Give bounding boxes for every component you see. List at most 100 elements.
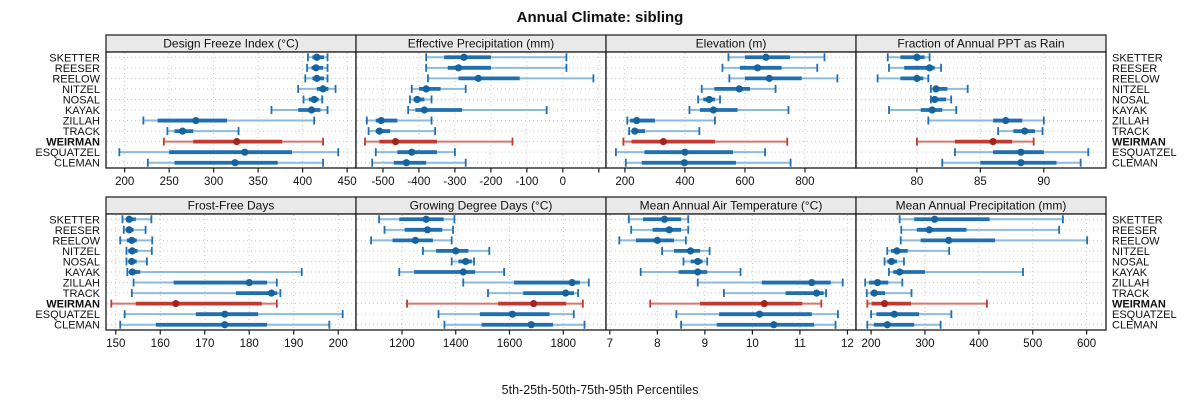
median-dot: [128, 257, 136, 266]
site-series-nitzel: [297, 84, 337, 93]
median-dot: [680, 159, 688, 167]
site-series-kayak: [688, 106, 790, 114]
median-dot: [267, 289, 276, 297]
x-tick-label: 400: [675, 176, 694, 188]
median-dot: [530, 300, 538, 308]
site-series-cleman: [680, 320, 837, 329]
site-series-weirman: [866, 299, 988, 308]
site-series-esquatzel: [123, 310, 344, 319]
median-dot: [1021, 127, 1029, 135]
median-dot: [1017, 159, 1025, 167]
x-tick-label: 150: [106, 338, 125, 350]
site-label-right: SKETTER: [1112, 52, 1163, 64]
x-tick-label: -300: [443, 176, 466, 188]
site-label-left: NOSAL: [63, 94, 100, 106]
median-dot: [245, 278, 253, 287]
site-label-left: NOSAL: [63, 256, 100, 268]
site-series-nitzel: [661, 246, 711, 255]
site-series-nitzel: [422, 246, 491, 255]
site-label-left: CLEMAN: [54, 158, 100, 170]
median-dot: [808, 278, 816, 287]
median-dot: [313, 74, 321, 82]
median-dot: [377, 116, 385, 125]
median-dot: [890, 310, 898, 318]
site-series-sketter: [727, 53, 826, 62]
x-tick-label: 11: [794, 338, 806, 350]
x-tick-label: 85: [974, 176, 987, 188]
median-dot: [423, 226, 432, 234]
x-tick-label: 9: [702, 338, 708, 350]
site-series-track: [722, 289, 827, 298]
site-series-track: [166, 127, 240, 136]
median-dot: [633, 116, 641, 125]
site-series-sketter: [307, 53, 329, 62]
site-series-nitzel: [410, 84, 467, 93]
site-series-reeser: [425, 63, 568, 72]
median-dot: [770, 321, 778, 329]
site-series-zillah: [132, 278, 278, 287]
median-dot: [812, 289, 821, 297]
site-series-cleman: [146, 158, 324, 167]
median-dot: [408, 148, 416, 156]
panel-mean-annual-precipitation-mm: Mean Annual Precipitation (mm) 200 300 400 5…: [855, 196, 1107, 350]
x-tick-label: 0: [560, 176, 566, 188]
site-series-esquatzel: [675, 310, 839, 319]
site-series-reelow: [370, 236, 453, 245]
median-dot: [887, 257, 896, 266]
median-dot: [659, 138, 667, 146]
site-label-right: REELOW: [1112, 73, 1160, 85]
site-series-reeser: [122, 225, 147, 234]
site-label-right: NOSAL: [1112, 256, 1149, 268]
site-label-right: REELOW: [1112, 235, 1160, 247]
median-dot: [319, 85, 327, 93]
median-dot: [873, 278, 882, 287]
site-series-kayak: [126, 268, 303, 276]
site-label-right: KAYAK: [1112, 105, 1148, 117]
site-series-nitzel: [700, 84, 777, 93]
x-tick-label: 8: [654, 338, 660, 350]
median-dot: [527, 321, 535, 329]
x-tick-label: 400: [969, 338, 988, 350]
x-tick-label: 500: [1023, 338, 1042, 350]
median-dot: [568, 278, 576, 287]
median-dot: [753, 64, 762, 72]
median-dot: [926, 64, 934, 72]
page-title: Annual Climate: sibling: [516, 9, 684, 26]
site-series-weirman: [406, 299, 584, 308]
panel-border: [855, 51, 1107, 169]
site-series-weirman: [622, 137, 789, 146]
site-series-nosal: [883, 257, 905, 266]
site-series-cleman: [119, 320, 331, 329]
site-label-left: ESQUATZEL: [35, 147, 100, 159]
x-tick-label: 200: [115, 176, 134, 188]
site-label-left: WEIRMAN: [46, 299, 100, 311]
site-label-right: REESER: [1112, 225, 1157, 237]
site-series-track: [367, 127, 437, 136]
site-label-right: CLEMAN: [1112, 320, 1158, 332]
x-tick-label: 200: [615, 176, 634, 188]
panel-title: Design Freeze Index (°C): [163, 37, 299, 51]
site-series-esquatzel: [437, 310, 575, 319]
site-series-esquatzel: [870, 310, 953, 319]
median-dot: [913, 53, 921, 61]
site-label-right: ESQUATZEL: [1112, 309, 1177, 321]
x-tick-label: 10: [746, 338, 759, 350]
median-dot: [454, 64, 463, 72]
panel-title: Elevation (m): [696, 37, 767, 51]
site-series-reeser: [383, 225, 454, 234]
site-series-nitzel: [125, 246, 153, 255]
median-dot: [312, 64, 320, 72]
site-label-right: ZILLAH: [1112, 116, 1149, 128]
median-dot: [931, 215, 939, 223]
median-dot: [913, 74, 921, 82]
median-dot: [709, 106, 718, 114]
site-series-esquatzel: [615, 148, 766, 157]
median-dot: [128, 268, 136, 276]
site-series-track: [997, 127, 1044, 136]
site-series-esquatzel: [118, 148, 340, 157]
panel-title: Frost-Free Days: [188, 199, 275, 213]
site-series-reelow: [618, 236, 687, 245]
site-series-zillah: [864, 278, 904, 287]
median-dot: [420, 106, 428, 114]
